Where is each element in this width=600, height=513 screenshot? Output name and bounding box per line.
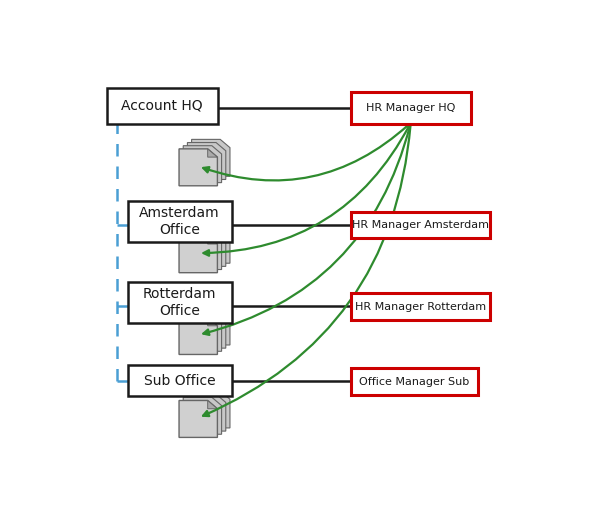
Polygon shape bbox=[187, 229, 226, 266]
FancyBboxPatch shape bbox=[351, 293, 490, 320]
Polygon shape bbox=[183, 232, 221, 269]
FancyBboxPatch shape bbox=[128, 365, 232, 396]
Polygon shape bbox=[208, 318, 217, 326]
FancyBboxPatch shape bbox=[107, 88, 218, 124]
FancyBboxPatch shape bbox=[351, 368, 478, 395]
Text: Amsterdam
Office: Amsterdam Office bbox=[139, 206, 220, 236]
Polygon shape bbox=[208, 236, 217, 244]
Polygon shape bbox=[191, 391, 230, 428]
Text: Account HQ: Account HQ bbox=[121, 99, 203, 113]
Text: Sub Office: Sub Office bbox=[144, 373, 215, 387]
Polygon shape bbox=[191, 308, 230, 345]
Polygon shape bbox=[208, 149, 217, 157]
Text: HR Manager HQ: HR Manager HQ bbox=[366, 103, 455, 113]
Polygon shape bbox=[179, 149, 217, 186]
FancyBboxPatch shape bbox=[351, 212, 490, 238]
Polygon shape bbox=[183, 314, 221, 351]
Polygon shape bbox=[191, 226, 230, 263]
FancyBboxPatch shape bbox=[128, 201, 232, 242]
Polygon shape bbox=[208, 401, 217, 409]
Polygon shape bbox=[191, 140, 230, 176]
Text: Rotterdam
Office: Rotterdam Office bbox=[143, 287, 217, 318]
Polygon shape bbox=[187, 394, 226, 431]
Polygon shape bbox=[179, 236, 217, 273]
Polygon shape bbox=[187, 143, 226, 180]
Text: Office Manager Sub: Office Manager Sub bbox=[359, 377, 470, 387]
Text: HR Manager Rotterdam: HR Manager Rotterdam bbox=[355, 302, 486, 312]
Polygon shape bbox=[183, 146, 221, 183]
Polygon shape bbox=[183, 398, 221, 434]
FancyBboxPatch shape bbox=[351, 92, 471, 124]
Polygon shape bbox=[179, 401, 217, 438]
Polygon shape bbox=[179, 318, 217, 354]
Polygon shape bbox=[187, 311, 226, 348]
FancyBboxPatch shape bbox=[128, 282, 232, 323]
Text: HR Manager Amsterdam: HR Manager Amsterdam bbox=[352, 220, 489, 230]
